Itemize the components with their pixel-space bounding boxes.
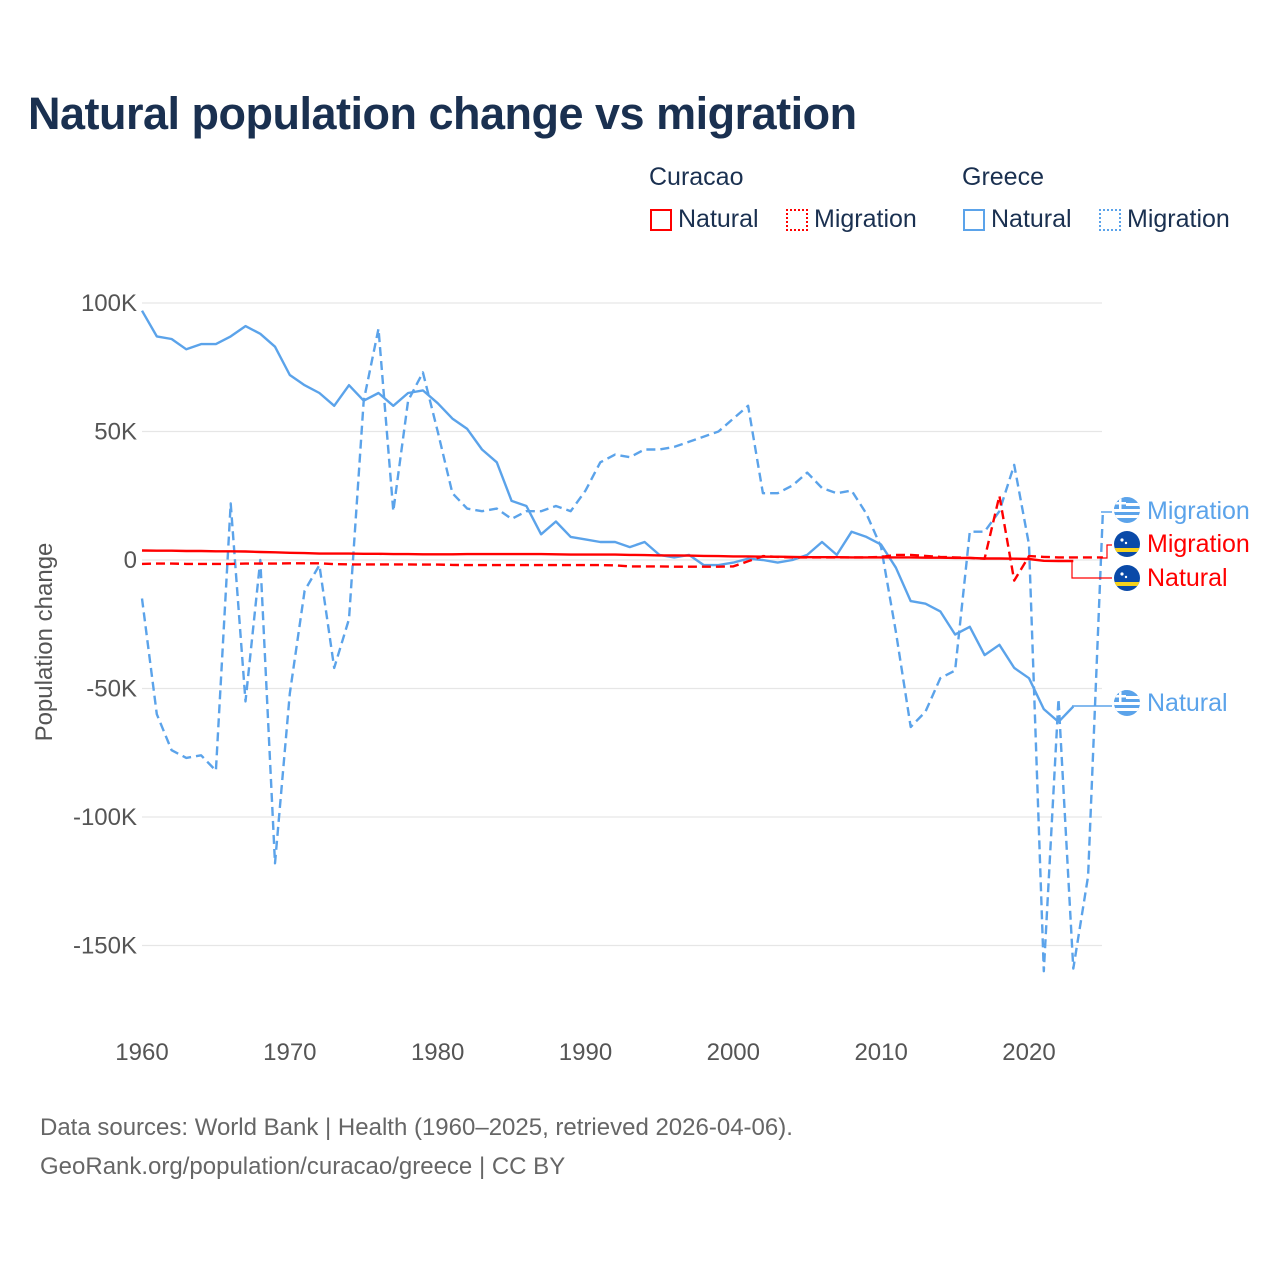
- legend-label: Migration: [814, 205, 917, 233]
- legend-greece-migration[interactable]: Migration: [1099, 205, 1230, 234]
- end-label-greece-migration: Migration: [1147, 497, 1250, 525]
- curacao-flag-icon: [1114, 565, 1140, 591]
- footer: Data sources: World Bank | Health (1960–…: [40, 1108, 793, 1186]
- source-link[interactable]: GeoRank.org/population/curacao/greece | …: [40, 1153, 566, 1180]
- legend-label: Migration: [1127, 205, 1230, 233]
- y-tick-label: 50K: [94, 419, 137, 446]
- chart-title: Natural population change vs migration: [28, 88, 857, 139]
- legend-group-greece: Greece: [962, 163, 1044, 191]
- y-tick-label: 0: [124, 547, 137, 574]
- legend-greece-natural[interactable]: Natural: [963, 205, 1072, 234]
- greece-flag-icon: [1114, 497, 1140, 523]
- legend-label: Natural: [678, 205, 759, 233]
- legend-swatch-solid: [650, 208, 672, 231]
- x-tick-label: 1970: [263, 1039, 316, 1066]
- legend-swatch-dotted: [1099, 208, 1121, 231]
- x-tick-label: 2010: [854, 1039, 907, 1066]
- greece-flag-icon: [1114, 690, 1140, 716]
- legend-label: Natural: [991, 205, 1072, 233]
- x-tick-label: 1960: [115, 1039, 168, 1066]
- legend-curacao-natural[interactable]: Natural: [650, 205, 759, 234]
- y-tick-label: -100K: [73, 804, 137, 831]
- series-line-greece-migration[interactable]: [140, 327, 1105, 973]
- label-connector: [1101, 544, 1112, 559]
- legend-swatch-solid: [963, 208, 985, 231]
- y-tick-label: 100K: [81, 290, 137, 317]
- end-label-curacao-migration: Migration: [1147, 530, 1250, 558]
- x-tick-label: 2020: [1002, 1039, 1055, 1066]
- curacao-flag-icon: [1114, 531, 1140, 557]
- series-line-curacao-natural[interactable]: [141, 549, 1074, 563]
- x-tick-label: 1990: [559, 1039, 612, 1066]
- legend-swatch-dotted: [786, 208, 808, 231]
- y-tick-label: -150K: [73, 933, 137, 960]
- series-line-curacao-migration[interactable]: [141, 494, 1103, 582]
- label-connector: [1071, 561, 1112, 579]
- end-label-curacao-natural: Natural: [1147, 564, 1228, 592]
- end-label-greece-natural: Natural: [1147, 689, 1228, 717]
- y-tick-label: -50K: [86, 676, 137, 703]
- data-source-note: Data sources: World Bank | Health (1960–…: [40, 1114, 793, 1141]
- y-axis-label: Population change: [31, 543, 58, 742]
- x-tick-label: 1980: [411, 1039, 464, 1066]
- legend-curacao-migration[interactable]: Migration: [786, 205, 917, 234]
- x-tick-label: 2000: [707, 1039, 760, 1066]
- series-line-greece-natural[interactable]: [140, 310, 1075, 724]
- legend-group-curacao: Curacao: [649, 163, 744, 191]
